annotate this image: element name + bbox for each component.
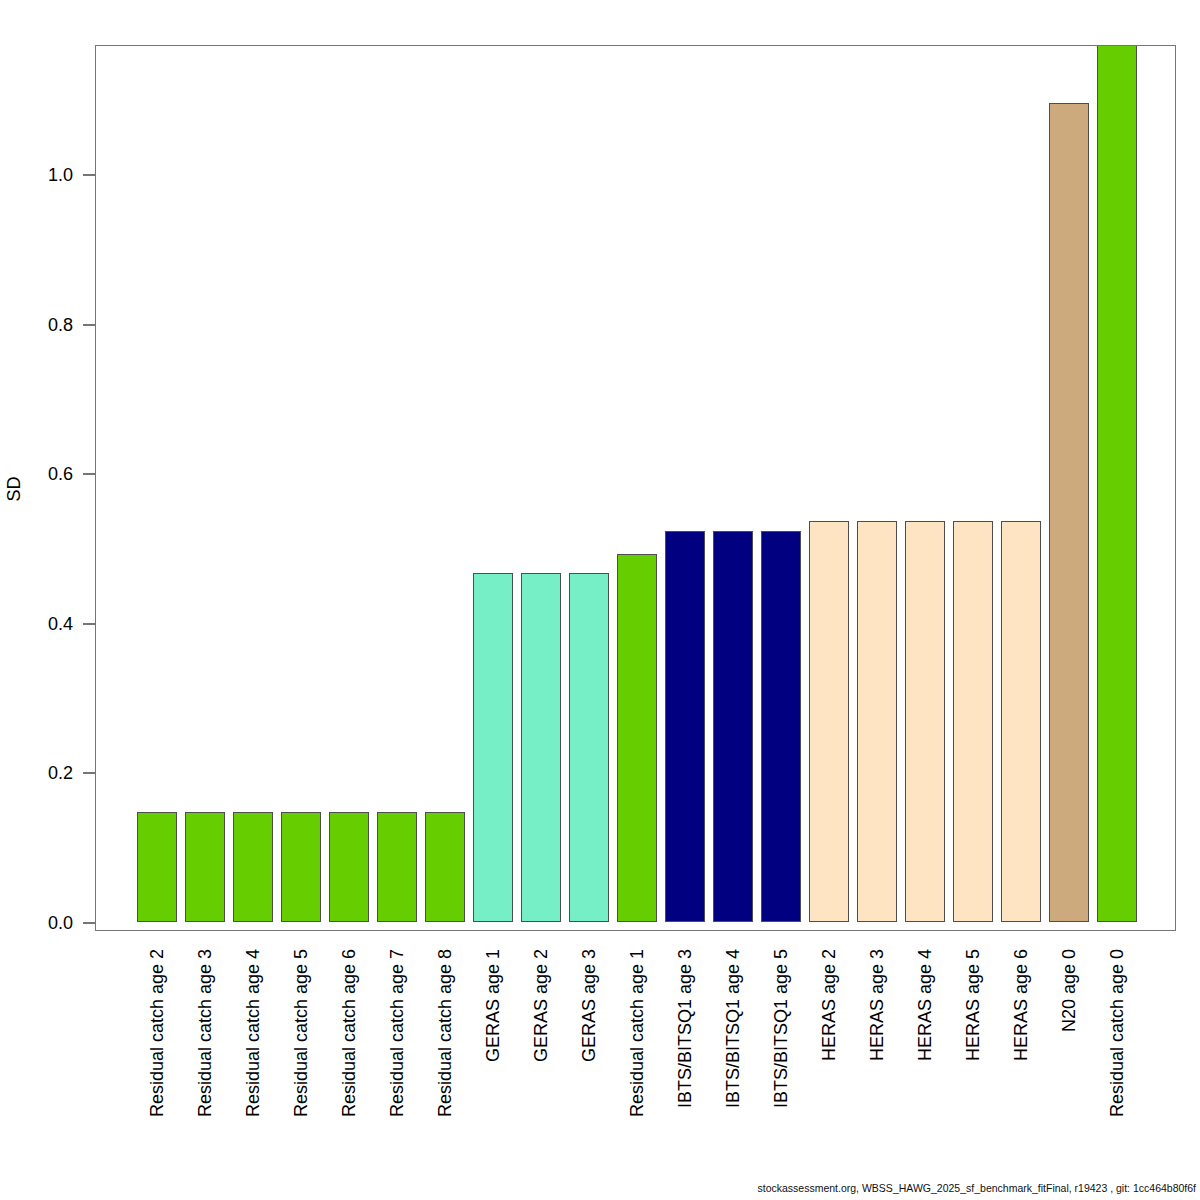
x-label-residual-catch-age-5: Residual catch age 5 xyxy=(291,949,312,1117)
y-tick-label-0.0: 0.0 xyxy=(0,912,73,934)
x-label-geras-age-1: GERAS age 1 xyxy=(483,949,504,1062)
x-label-residual-catch-age-1: Residual catch age 1 xyxy=(627,949,648,1117)
bar-residual-catch-age-2 xyxy=(137,812,177,922)
bar-ibts-bitsq1-age-4 xyxy=(713,531,753,922)
x-label-residual-catch-age-7: Residual catch age 7 xyxy=(387,949,408,1117)
bar-n20-age-0 xyxy=(1049,103,1089,922)
x-label-residual-catch-age-4: Residual catch age 4 xyxy=(243,949,264,1117)
bar-ibts-bitsq1-age-5 xyxy=(761,531,801,922)
bar-heras-age-5 xyxy=(953,521,993,922)
x-label-ibts-bitsq1-age-5: IBTS/BITSQ1 age 5 xyxy=(771,949,792,1108)
y-tick-label-0.8: 0.8 xyxy=(0,314,73,336)
bar-heras-age-3 xyxy=(857,521,897,922)
x-label-residual-catch-age-6: Residual catch age 6 xyxy=(339,949,360,1117)
x-axis-labels: Residual catch age 2 Residual catch age 3… xyxy=(95,932,1176,1200)
x-label-heras-age-4: HERAS age 4 xyxy=(915,949,936,1061)
bar-residual-catch-age-8 xyxy=(425,812,465,922)
bar-residual-catch-age-1 xyxy=(617,554,657,922)
bar-heras-age-6 xyxy=(1001,521,1041,922)
bar-residual-catch-age-5 xyxy=(281,812,321,922)
y-tick-label-0.6: 0.6 xyxy=(0,463,73,485)
x-label-heras-age-2: HERAS age 2 xyxy=(819,949,840,1061)
bar-heras-age-4 xyxy=(905,521,945,922)
x-label-ibts-bitsq1-age-3: IBTS/BITSQ1 age 3 xyxy=(675,949,696,1108)
x-label-geras-age-2: GERAS age 2 xyxy=(531,949,552,1062)
y-tick-label-0.4: 0.4 xyxy=(0,613,73,635)
bar-geras-age-2 xyxy=(521,573,561,922)
x-label-n20-age-0: N20 age 0 xyxy=(1059,949,1080,1032)
x-label-geras-age-3: GERAS age 3 xyxy=(579,949,600,1062)
y-tick-label-0.2: 0.2 xyxy=(0,762,73,784)
sd-barplot-figure: SD 0.00.20.40.60.81.0 Residual catch age… xyxy=(0,0,1200,1200)
x-label-residual-catch-age-0: Residual catch age 0 xyxy=(1107,949,1128,1117)
x-label-ibts-bitsq1-age-4: IBTS/BITSQ1 age 4 xyxy=(723,949,744,1108)
y-tick-label-1.0: 1.0 xyxy=(0,164,73,186)
x-label-heras-age-6: HERAS age 6 xyxy=(1011,949,1032,1061)
x-label-heras-age-3: HERAS age 3 xyxy=(867,949,888,1061)
plot-area xyxy=(95,45,1176,931)
bar-geras-age-1 xyxy=(473,573,513,922)
bar-geras-age-3 xyxy=(569,573,609,922)
bar-residual-catch-age-7 xyxy=(377,812,417,922)
bar-residual-catch-age-4 xyxy=(233,812,273,922)
x-label-residual-catch-age-2: Residual catch age 2 xyxy=(147,949,168,1117)
footer-caption: stockassessment.org, WBSS_HAWG_2025_sf_b… xyxy=(758,1182,1197,1194)
bar-heras-age-2 xyxy=(809,521,849,922)
bar-residual-catch-age-3 xyxy=(185,812,225,922)
bar-ibts-bitsq1-age-3 xyxy=(665,531,705,922)
x-label-residual-catch-age-3: Residual catch age 3 xyxy=(195,949,216,1117)
x-label-residual-catch-age-8: Residual catch age 8 xyxy=(435,949,456,1117)
bar-residual-catch-age-6 xyxy=(329,812,369,922)
bar-residual-catch-age-0 xyxy=(1097,45,1137,922)
x-label-heras-age-5: HERAS age 5 xyxy=(963,949,984,1061)
